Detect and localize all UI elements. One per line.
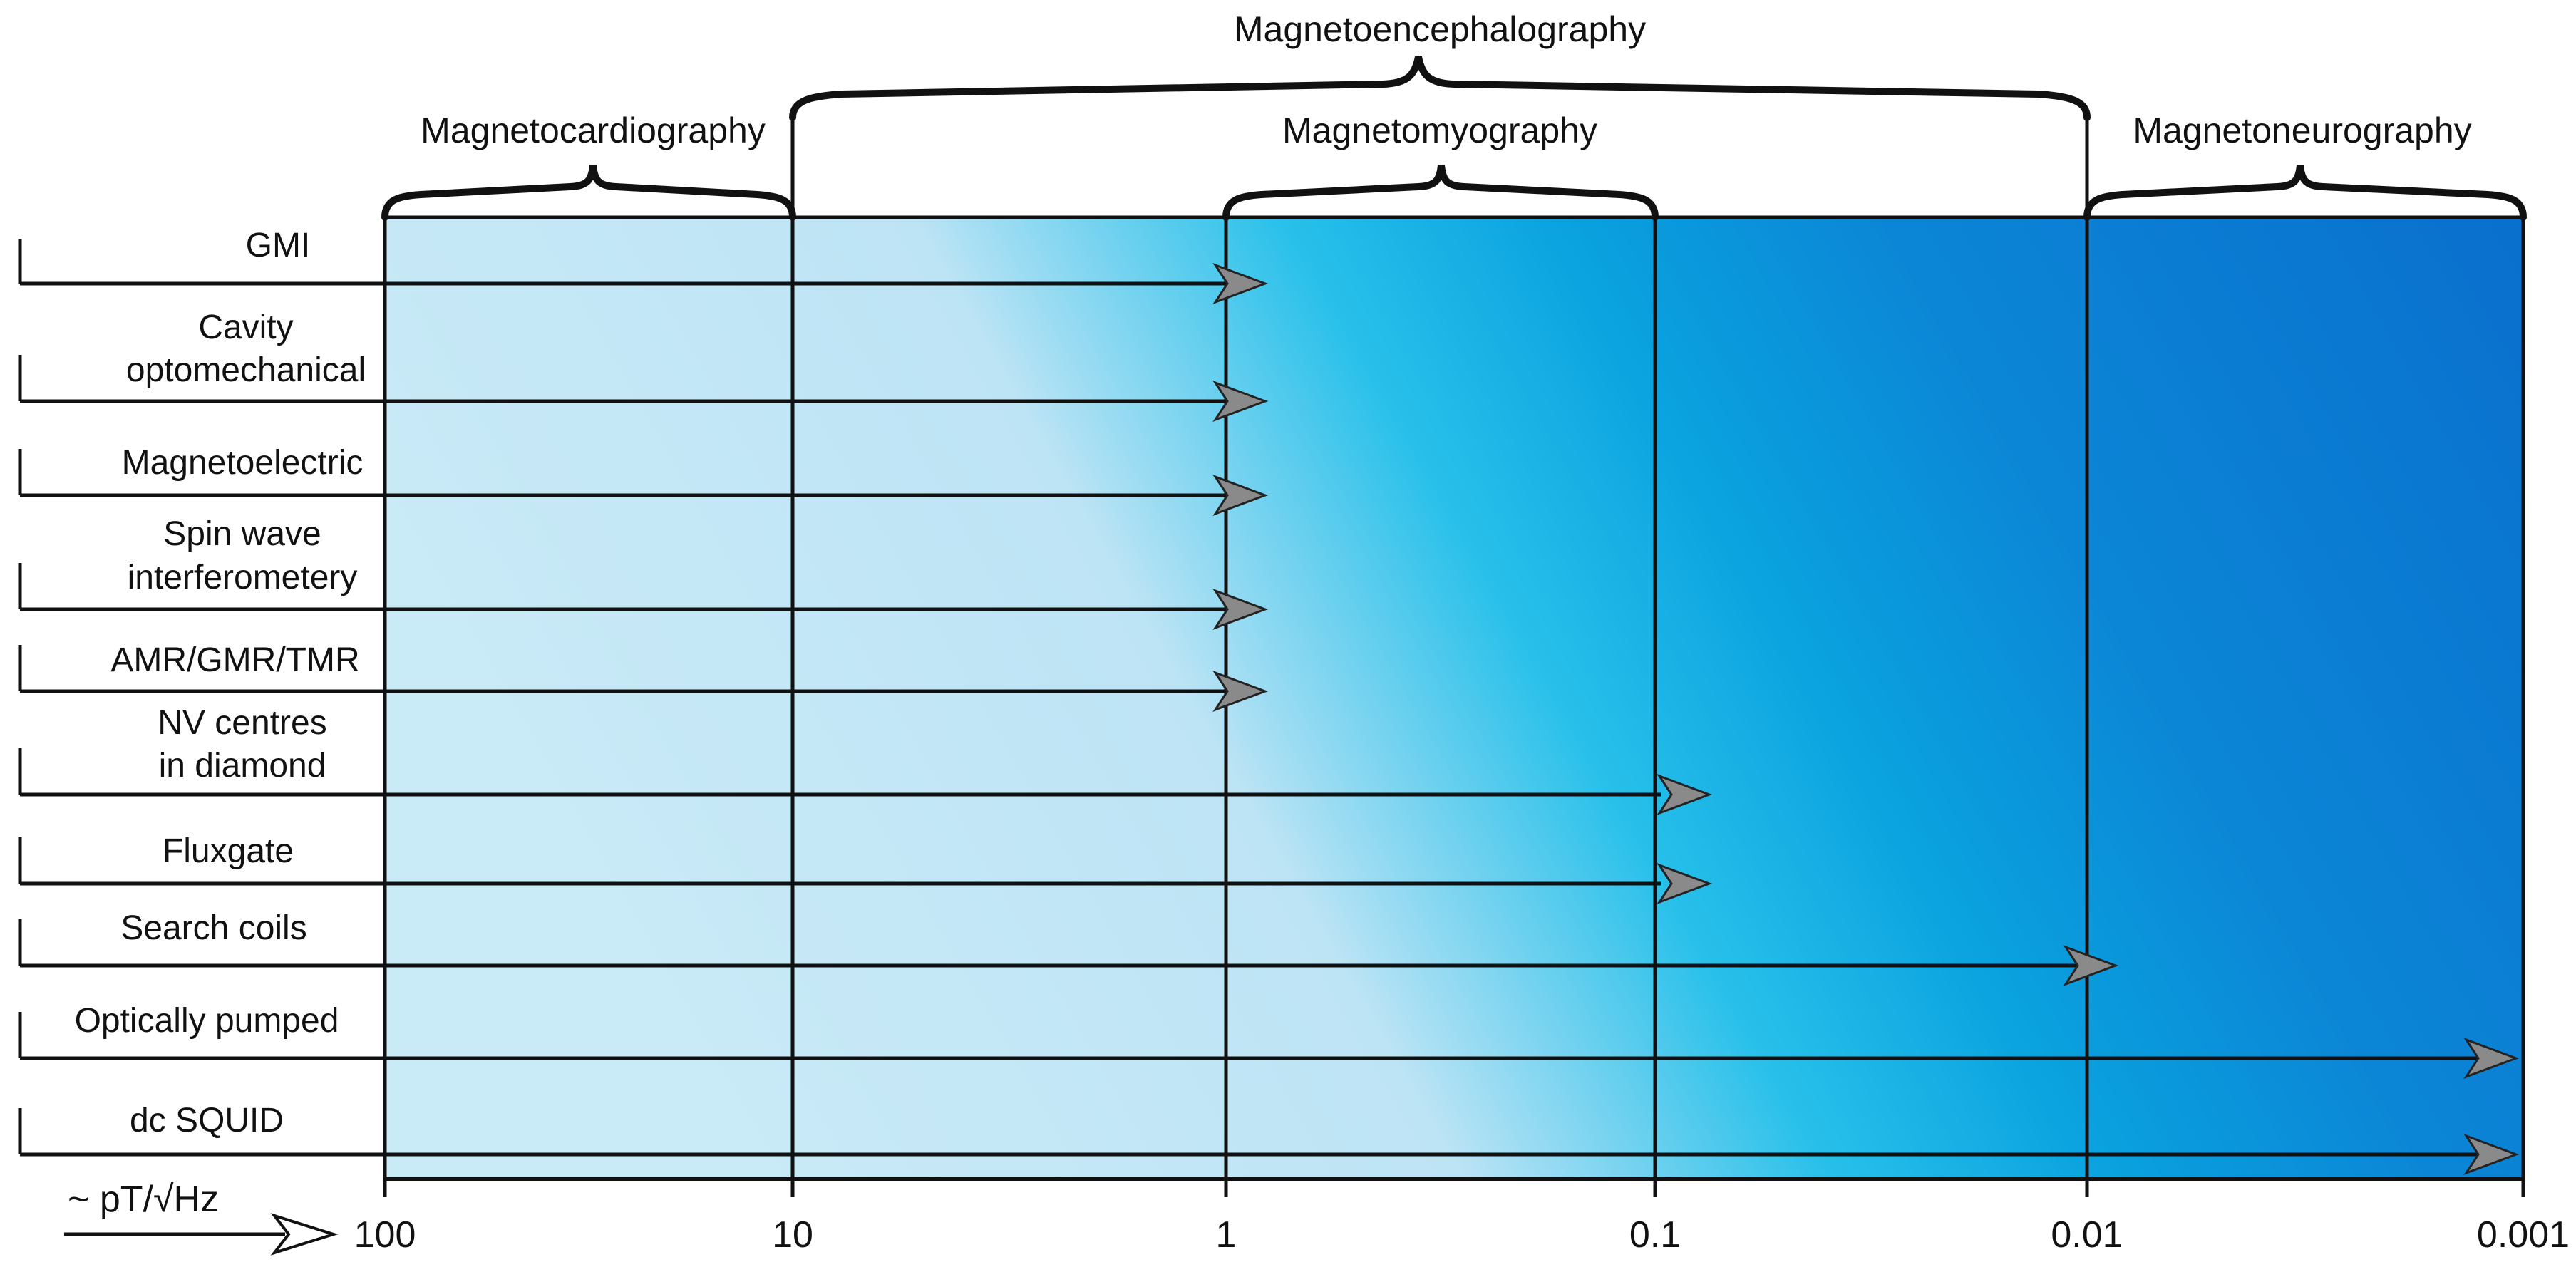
tick-label-0.01: 0.01: [2051, 1214, 2123, 1256]
sensor-row: dc SQUID: [18, 1102, 2520, 1175]
sensor-row: Spin wave interferometery: [18, 515, 1269, 630]
brace-magnetoneurography: [2083, 165, 2527, 221]
axis-ticks: [383, 1169, 2525, 1197]
sensor-label: GMI: [246, 227, 311, 264]
sensor-label: Optically pumped: [75, 1002, 339, 1040]
label-magnetoneurography: Magnetoneurography: [2133, 110, 2471, 150]
sensor-arrowhead: [1212, 671, 1269, 712]
tick-label-10: 10: [772, 1214, 813, 1256]
tick-label-0.1: 0.1: [1629, 1214, 1681, 1256]
sensor-arrowhead: [1212, 475, 1269, 516]
sensor-label: Cavity: [198, 309, 293, 346]
tick-label-100: 100: [354, 1214, 416, 1256]
sensor-label: Magnetoelectric: [122, 444, 364, 482]
sensor-arrowhead: [1657, 774, 1713, 815]
sensor-row: Magnetoelectric: [18, 444, 1269, 516]
tick-label-0.001: 0.001: [2477, 1214, 2570, 1256]
sensor-row: Fluxgate: [18, 832, 1713, 904]
sensor-row: GMI: [18, 227, 1269, 304]
sensor-label: interferometery: [128, 559, 358, 596]
sensitivity-background: [385, 217, 2523, 1179]
brace-magnetocardiography: [381, 165, 796, 221]
sensor-arrowhead: [1657, 863, 1713, 904]
brace-magnetoencephalography: [789, 56, 2091, 121]
sensor-label: in diamond: [159, 747, 326, 785]
sensor-arrowhead: [1212, 381, 1269, 422]
sensor-arrowhead: [2063, 945, 2119, 986]
sensor-label: Fluxgate: [163, 832, 294, 870]
sensor-row: Search coils: [18, 909, 2119, 986]
sensor-label: optomechanical: [126, 351, 366, 389]
sensor-arrowhead: [1212, 589, 1269, 630]
sensor-label: dc SQUID: [130, 1102, 284, 1139]
sensor-arrowhead: [2463, 1134, 2520, 1175]
tick-label-1: 1: [1216, 1214, 1237, 1256]
label-magnetomyography: Magnetomyography: [1282, 110, 1597, 150]
sensor-row: Cavity optomechanical: [18, 309, 1269, 422]
sensor-arrowhead: [2463, 1038, 2520, 1079]
sensor-label: Spin wave: [163, 515, 321, 553]
sensor-row: AMR/GMR/TMR: [18, 641, 1269, 712]
sensor-row: Optically pumped: [18, 1002, 2520, 1079]
brace-magnetomyography: [1222, 165, 1659, 221]
label-magnetocardiography: Magnetocardiography: [421, 110, 766, 150]
axis-unit-label: ~ pT/√Hz: [68, 1179, 219, 1220]
label-magnetoencephalography: Magnetoencephalography: [1234, 9, 1646, 49]
sensor-row: NV centres in diamond: [18, 704, 1713, 815]
sensor-label: NV centres: [158, 704, 326, 742]
sensor-arrowhead: [1212, 263, 1269, 304]
sensor-label: AMR/GMR/TMR: [110, 641, 359, 679]
sensor-label: Search coils: [120, 909, 306, 947]
tick-labels: 100 10 1 0.1 0.01 0.001: [354, 1214, 2570, 1256]
unit-arrow-head: [270, 1213, 339, 1256]
